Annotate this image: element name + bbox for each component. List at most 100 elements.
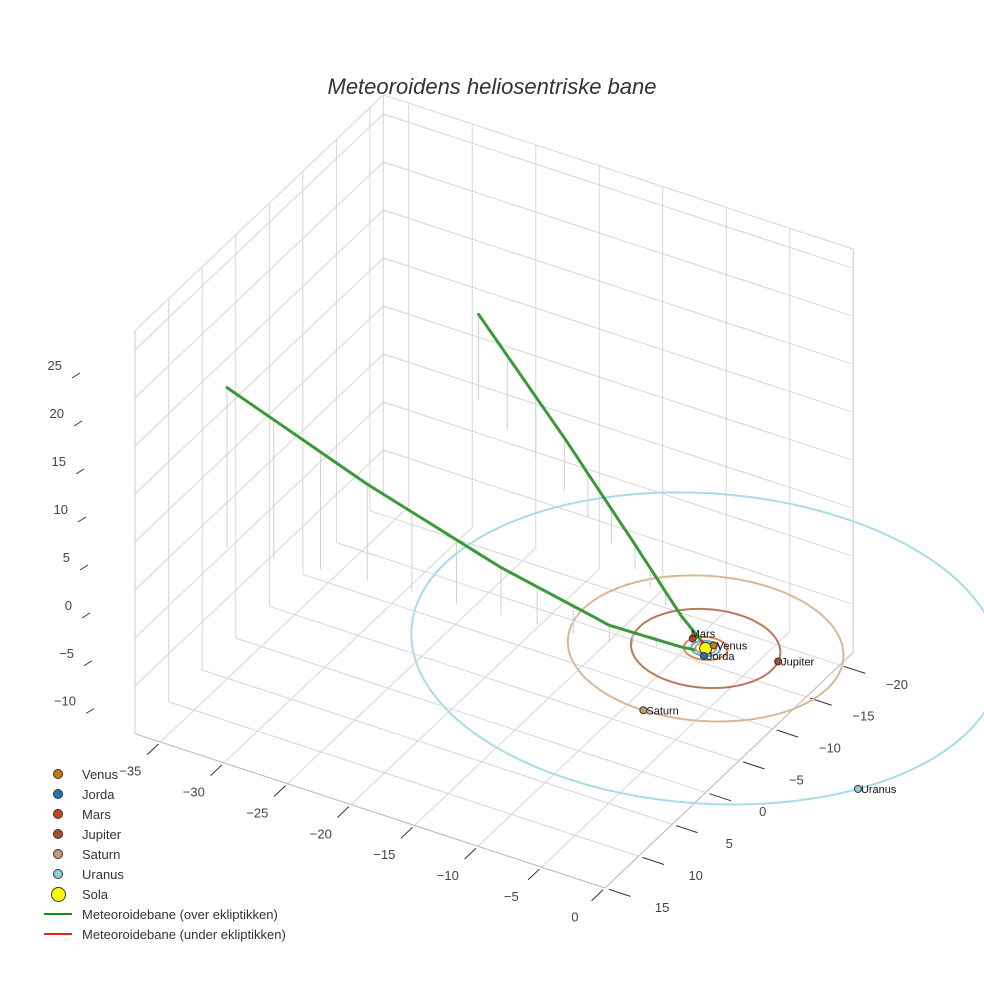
x-tick-mark (146, 743, 159, 756)
grid-line (383, 209, 854, 365)
y-tick-mark (608, 888, 631, 897)
z-tick-mark (73, 420, 83, 427)
legend-item[interactable]: Jupiter (40, 824, 286, 844)
grid-line (235, 637, 706, 793)
y-tick-label: −10 (819, 741, 841, 756)
swatch (53, 809, 63, 819)
z-tick-mark (71, 372, 81, 379)
y-tick-label: −5 (789, 772, 804, 787)
orbit-mars (682, 635, 729, 661)
orbit-uranus (410, 491, 984, 806)
legend-item[interactable]: Venus (40, 764, 286, 784)
legend-item[interactable]: Meteoroidebane (under ekliptikken) (40, 924, 286, 944)
grid-line (541, 631, 791, 868)
marker-swatch-icon (40, 886, 76, 902)
legend-label: Saturn (82, 846, 121, 862)
grid-line (383, 257, 854, 413)
grid-line (134, 161, 384, 399)
grid-line (134, 401, 384, 639)
legend: Venus Jorda Mars Jupiter Saturn Uranus Sola Met… (40, 764, 286, 944)
x-tick-mark (210, 764, 223, 777)
grid-line (383, 449, 854, 605)
y-tick-mark (776, 729, 799, 738)
planet-label: Jorda (707, 651, 735, 663)
y-tick-label: 5 (726, 836, 733, 851)
z-tick-mark (83, 660, 93, 667)
x-tick-label: −25 (246, 805, 268, 820)
grid-line (134, 449, 384, 687)
x-tick-label: −20 (310, 826, 332, 841)
y-tick-label: 0 (759, 804, 766, 819)
z-tick-mark (79, 564, 89, 571)
legend-item[interactable]: Jorda (40, 784, 286, 804)
chart-title: Meteoroidens heliosentriske bane (327, 74, 657, 99)
grid-line (269, 605, 740, 762)
x-tick-mark (400, 826, 413, 839)
planet-marker-jupiter (774, 657, 783, 666)
meteoroid-trajectory (225, 386, 696, 652)
grid-line (383, 113, 854, 269)
z-tick-mark (75, 468, 85, 475)
orbit-jupiter (630, 607, 782, 689)
grid-line (336, 542, 807, 698)
y-tick-label: 10 (688, 868, 702, 883)
x-tick-label: −30 (183, 785, 205, 800)
grid-line (160, 505, 410, 743)
y-tick-label: −15 (852, 709, 874, 724)
planet-marker-uranus (853, 784, 862, 793)
legend-label: Jupiter (82, 826, 122, 842)
grid-line (383, 401, 854, 557)
z-tick-label: 0 (65, 598, 72, 613)
y-tick-label: 15 (655, 900, 669, 915)
legend-item[interactable]: Sola (40, 884, 286, 904)
grid-line (134, 353, 384, 591)
grid-line (383, 353, 854, 509)
grid-line (134, 209, 384, 447)
line-swatch-icon (40, 913, 76, 915)
grid-line (383, 305, 854, 461)
legend-label: Mars (82, 806, 111, 822)
marker-swatch-icon (40, 849, 76, 859)
x-tick-mark (464, 847, 477, 860)
y-tick-mark (642, 856, 665, 865)
legend-label: Venus (82, 766, 119, 782)
grid-line (302, 573, 773, 730)
grid-line (223, 526, 473, 764)
marker-swatch-icon (40, 789, 76, 799)
marker-swatch-icon (40, 829, 76, 839)
legend-item[interactable]: Mars (40, 804, 286, 824)
grid-line (383, 161, 854, 317)
grid-line (350, 568, 600, 805)
z-tick-label: 5 (63, 550, 70, 565)
legend-label: Jorda (82, 786, 115, 802)
x-tick-label: −35 (119, 764, 141, 779)
z-tick-mark (77, 516, 87, 523)
swatch (53, 869, 63, 879)
legend-item[interactable]: Saturn (40, 844, 286, 864)
grid-line (134, 113, 384, 351)
swatch (44, 933, 72, 935)
y-tick-mark (843, 665, 866, 674)
grid-line (168, 701, 639, 857)
z-tick-label: −5 (59, 646, 74, 661)
grid-line (414, 589, 664, 826)
x-tick-label: −5 (504, 889, 519, 904)
legend-item[interactable]: Meteoroidebane (over ekliptikken) (40, 904, 286, 924)
planet-marker-jorda (699, 651, 708, 660)
y-tick-mark (709, 793, 732, 802)
x-tick-label: −10 (437, 868, 459, 883)
planet-marker-mars (688, 634, 697, 643)
swatch (53, 849, 63, 859)
y-tick-label: −20 (886, 677, 908, 692)
swatch (53, 769, 63, 779)
z-tick-label: −10 (54, 694, 76, 709)
z-tick-label: 15 (52, 454, 66, 469)
legend-label: Uranus (82, 866, 124, 882)
z-tick-label: 20 (50, 406, 64, 421)
legend-label: Meteoroidebane (under ekliptikken) (82, 926, 286, 942)
x-tick-mark (273, 785, 286, 797)
legend-item[interactable]: Uranus (40, 864, 286, 884)
legend-label: Sola (82, 886, 109, 902)
grid-line (134, 94, 384, 331)
